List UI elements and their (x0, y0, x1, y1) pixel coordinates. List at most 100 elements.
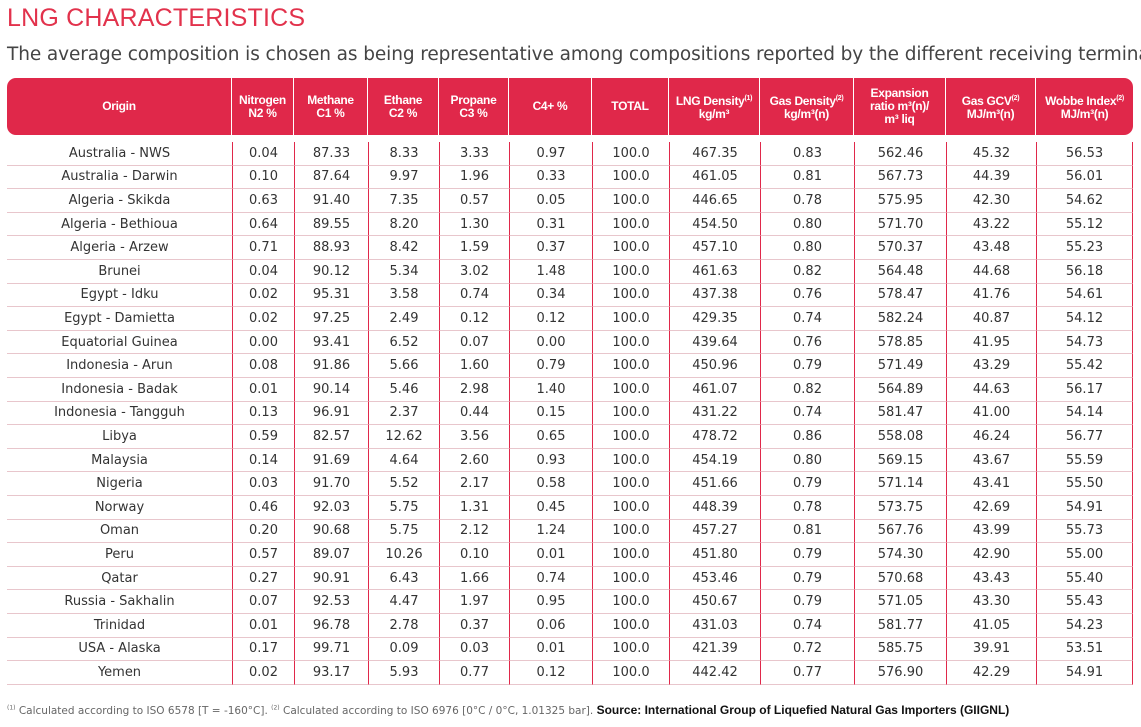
cell-propane: 1.30 (439, 212, 509, 237)
cell-wobbe-index: 55.42 (1036, 354, 1133, 378)
cell-ethane: 12.62 (368, 425, 439, 449)
cell-c4plus: 0.06 (509, 614, 592, 638)
cell-c4plus: 0.45 (509, 496, 592, 520)
cell-methane: 91.40 (294, 189, 368, 213)
cell-expansion-ratio: 574.30 (854, 543, 946, 567)
cell-nitrogen: 0.46 (232, 496, 294, 520)
cell-lng-density: 467.35 (669, 142, 760, 166)
cell-gas-gcv: 43.41 (946, 472, 1036, 496)
header-c4plus: C4+ % (509, 78, 592, 135)
cell-propane: 0.37 (439, 614, 509, 638)
cell-wobbe-index: 56.77 (1036, 425, 1133, 449)
cell-lng-density: 450.96 (669, 354, 760, 378)
cell-origin: USA - Alaska (7, 638, 232, 662)
cell-total: 100.0 (592, 425, 669, 449)
cell-c4plus: 0.97 (509, 142, 592, 166)
cell-total: 100.0 (592, 448, 669, 473)
cell-gas-gcv: 41.95 (946, 330, 1036, 355)
cell-gas-gcv: 43.48 (946, 236, 1036, 260)
cell-lng-density: 457.27 (669, 519, 760, 544)
cell-origin: Egypt - Idku (7, 284, 232, 308)
cell-gas-gcv: 43.99 (946, 519, 1036, 544)
cell-origin: Australia - Darwin (7, 166, 232, 190)
cell-lng-density: 453.46 (669, 566, 760, 591)
cell-expansion-ratio: 571.70 (854, 212, 946, 237)
cell-lng-density: 461.05 (669, 165, 760, 190)
cell-ethane: 4.64 (368, 448, 439, 473)
cell-lng-density: 446.65 (669, 189, 760, 213)
cell-nitrogen: 0.08 (232, 354, 294, 378)
cell-gas-gcv: 44.68 (946, 260, 1036, 284)
cell-propane: 0.03 (439, 637, 509, 662)
cell-nitrogen: 0.02 (232, 283, 294, 308)
cell-expansion-ratio: 567.76 (854, 519, 946, 544)
cell-propane: 0.74 (439, 283, 509, 308)
cell-methane: 93.17 (294, 661, 368, 685)
cell-c4plus: 0.34 (509, 283, 592, 308)
cell-ethane: 4.47 (368, 590, 439, 614)
cell-lng-density: 431.22 (669, 401, 760, 426)
cell-expansion-ratio: 581.47 (854, 401, 946, 426)
cell-ethane: 5.75 (368, 519, 439, 544)
cell-c4plus: 0.31 (509, 212, 592, 237)
cell-gas-density: 0.82 (760, 378, 854, 402)
cell-total: 100.0 (592, 165, 669, 190)
cell-expansion-ratio: 571.14 (854, 472, 946, 496)
cell-methane: 96.78 (294, 614, 368, 638)
cell-total: 100.0 (592, 661, 669, 685)
cell-ethane: 8.20 (368, 212, 439, 237)
cell-expansion-ratio: 564.48 (854, 260, 946, 284)
cell-methane: 92.03 (294, 496, 368, 520)
cell-gas-gcv: 43.22 (946, 212, 1036, 237)
header-gas-gcv: Gas GCV(2) MJ/m³(n) (946, 78, 1036, 135)
cell-gas-gcv: 41.05 (946, 614, 1036, 638)
cell-c4plus: 0.74 (509, 566, 592, 591)
footnote-2: Calculated according to ISO 6976 [0°C / … (282, 705, 594, 717)
cell-origin: Malaysia (7, 449, 232, 473)
cell-origin: Peru (7, 543, 232, 567)
table-row: Malaysia 0.14 91.69 4.64 2.60 0.93 100.0 454.19… (7, 448, 1133, 473)
cell-nitrogen: 0.27 (232, 566, 294, 591)
page-title: LNG CHARACTERISTICS (7, 4, 306, 32)
cell-gas-gcv: 43.43 (946, 566, 1036, 591)
cell-total: 100.0 (592, 614, 669, 638)
footnote-marker-1: (1) (7, 704, 16, 712)
cell-ethane: 9.97 (368, 165, 439, 190)
cell-ethane: 6.52 (368, 330, 439, 355)
table-row: Brunei 0.04 90.12 5.34 3.02 1.48 100.0 461.63 0.… (7, 260, 1133, 284)
cell-total: 100.0 (592, 307, 669, 331)
cell-wobbe-index: 55.43 (1036, 590, 1133, 614)
cell-nitrogen: 0.01 (232, 378, 294, 402)
cell-ethane: 0.09 (368, 637, 439, 662)
source-credit: Source: International Group of Liquefied… (596, 703, 1010, 717)
cell-nitrogen: 0.17 (232, 637, 294, 662)
cell-wobbe-index: 56.53 (1036, 142, 1133, 166)
cell-nitrogen: 0.07 (232, 590, 294, 614)
cell-wobbe-index: 54.91 (1036, 496, 1133, 520)
cell-origin: Indonesia - Tangguh (7, 402, 232, 426)
cell-methane: 82.57 (294, 425, 368, 449)
cell-methane: 90.12 (294, 260, 368, 284)
cell-origin: Trinidad (7, 614, 232, 638)
cell-gas-density: 0.80 (760, 236, 854, 260)
cell-c4plus: 0.12 (509, 661, 592, 685)
cell-propane: 1.60 (439, 354, 509, 378)
cell-gas-density: 0.72 (760, 637, 854, 662)
table-row: Algeria - Arzew 0.71 88.93 8.42 1.59 0.37 100.… (7, 236, 1133, 260)
cell-methane: 91.69 (294, 448, 368, 473)
cell-c4plus: 0.58 (509, 472, 592, 496)
header-nitrogen: Nitrogen N2 % (232, 78, 294, 135)
cell-methane: 90.14 (294, 378, 368, 402)
cell-c4plus: 0.01 (509, 637, 592, 662)
cell-lng-density: 454.19 (669, 448, 760, 473)
cell-c4plus: 1.40 (509, 378, 592, 402)
cell-wobbe-index: 56.17 (1036, 378, 1133, 402)
cell-ethane: 7.35 (368, 189, 439, 213)
cell-origin: Australia - NWS (7, 142, 232, 166)
cell-total: 100.0 (592, 566, 669, 591)
cell-expansion-ratio: 578.47 (854, 283, 946, 308)
cell-methane: 93.41 (294, 330, 368, 355)
cell-gas-density: 0.81 (760, 519, 854, 544)
cell-gas-density: 0.74 (760, 614, 854, 638)
cell-gas-gcv: 40.87 (946, 307, 1036, 331)
